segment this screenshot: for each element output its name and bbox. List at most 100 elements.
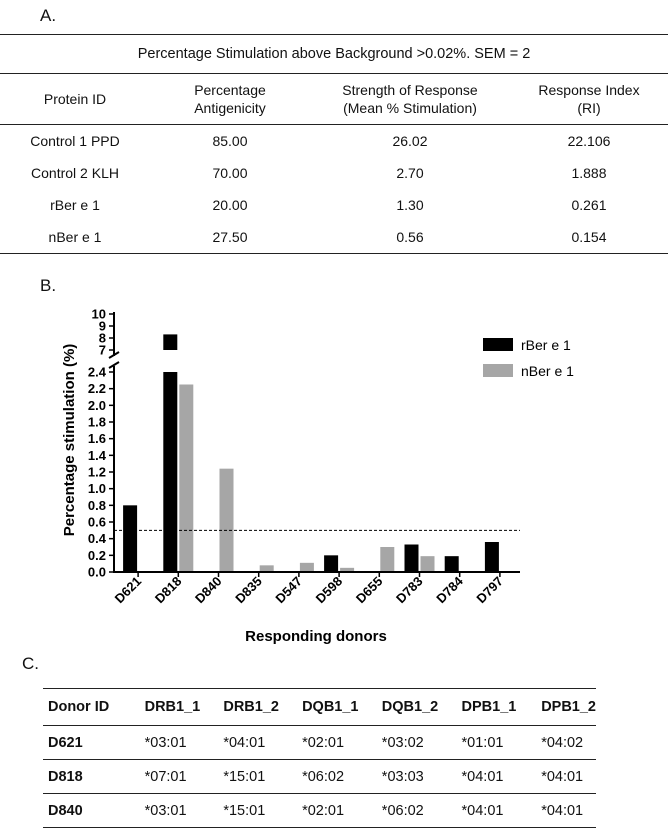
cell-allele: *04:02 [536,725,596,760]
x-tick-label: D783 [393,574,426,607]
y-tick-label: 1.0 [88,481,106,496]
cell-protein-id: Control 2 KLH [31,165,119,181]
panel-c-label: C. [22,654,39,673]
cell-strength: 1.30 [396,197,424,213]
y-tick-label: 7 [99,343,106,358]
y-tick-label: 8 [99,331,106,346]
cell-allele: *02:01 [297,793,377,828]
x-tick-label: D818 [152,574,185,607]
cell-antigenicity: 27.50 [150,221,310,254]
legend-swatch [483,364,513,377]
x-tick-label: D655 [353,574,386,607]
table-row: nBer e 1 27.50 0.56 0.154 [0,221,668,254]
x-tick-label: D784 [433,573,466,606]
header-dqb1-1: DQB1_1 [297,688,377,726]
axis-break-mark [108,361,120,369]
table-row: Control 1 PPD 85.00 26.02 22.106 [0,125,668,158]
cell-allele: *06:02 [297,759,377,794]
legend-label: nBer e 1 [521,363,574,379]
y-tick-label: 0.6 [88,515,106,530]
bar-rber-e-1-d784 [444,556,459,572]
header-protein-id: Protein ID [0,73,150,125]
legend-swatch [483,338,513,351]
panel-b-label: B. [40,276,57,295]
header-drb1-2: DRB1_2 [218,688,298,726]
bar-nber-e-1-d840 [219,468,234,572]
cell-donor-id: D840 [43,793,140,828]
bar-rber-e-1-d818-lower [163,372,178,572]
cell-protein-id: rBer e 1 [50,197,100,213]
bar-nber-e-1-d783 [420,556,435,572]
cell-antigenicity: 20.00 [212,197,248,213]
cell-antigenicity: 70.00 [212,165,248,181]
bar-rber-e-1-d783 [404,544,419,572]
cell-allele: *06:02 [376,793,457,828]
y-tick-label: 10 [92,307,106,322]
x-tick-label: D621 [112,574,145,607]
header-dpb1-1: DPB1_1 [456,688,537,726]
cell-allele: *01:01 [456,725,537,760]
x-ticks-group: D621 D818 D840 D835 D547 D598 D655 D783 D784 D797 [112,572,506,606]
table-row: rBer e 1 20.00 1.30 0.261 [0,189,668,221]
x-tick-label: D547 [272,574,305,607]
header-response-index: Response Index (RI) [510,73,668,125]
bar-rber-e-1-d598 [324,555,339,572]
cell-response-index: 1.888 [571,165,607,181]
cell-allele: *15:01 [218,793,298,828]
y-tick-label: 1.8 [88,415,106,430]
hla-typing-table: Donor ID DRB1_1 DRB1_2 DQB1_1 DQB1_2 DPB… [43,688,596,828]
y-tick-label: 2.4 [88,365,107,380]
x-tick-label: D598 [313,574,346,607]
cell-allele: *07:01 [139,759,219,794]
y-axis-label: Percentage stimulation (%) [61,344,78,537]
y-tick-label: 0.8 [88,498,106,513]
y-tick-label: 2.0 [88,398,106,413]
table-row: Control 2 KLH 70.00 2.70 1.888 [0,157,668,189]
header-drb1-1: DRB1_1 [139,688,219,726]
cell-response-index: 0.154 [510,221,668,254]
panel-a-label: A. [40,6,57,25]
axis-break-mark [108,351,120,359]
cell-allele: *04:01 [536,793,596,828]
stimulation-bar-chart: 0.0 0.2 0.40.6 0.8 1.01.2 1.4 1.61.8 2.0 2.22.4 7… [61,307,574,646]
table-a-caption: Percentage Stimulation above Background … [0,34,668,74]
cell-allele: *04:01 [456,759,537,794]
x-tick-label: D797 [473,574,506,607]
cell-allele: *02:01 [297,725,377,760]
y-tick-label: 0.4 [88,531,107,546]
cell-donor-id: D818 [43,759,140,794]
y-tick-label: 9 [99,319,106,334]
cell-allele: *03:02 [376,725,457,760]
cell-allele: *03:03 [376,759,457,794]
bar-rber-e-1-d621 [123,505,138,572]
bar-nber-e-1-d818 [179,384,194,572]
y-tick-label: 1.2 [88,465,106,480]
y-tick-label: 0.2 [88,548,106,563]
header-dqb1-2: DQB1_2 [376,688,457,726]
x-tick-label: D835 [232,574,265,607]
cell-strength: 26.02 [392,133,428,149]
legend-label: rBer e 1 [521,337,571,353]
cell-strength: 2.70 [396,165,424,181]
cell-allele: *03:01 [139,793,219,828]
x-axis-label: Responding donors [245,628,387,645]
cell-protein-id: nBer e 1 [0,221,150,254]
header-strength-of-response: Strength of Response (Mean % Stimulation) [310,73,510,125]
cell-strength: 0.56 [310,221,510,254]
cell-allele: *04:01 [456,793,537,828]
table-row: D621 *03:01 *04:01 *02:01 *03:02 *01:01 … [43,725,596,760]
bar-nber-e-1-d547 [299,562,314,572]
bar-rber-e-1-d818-upper [163,334,178,350]
cell-allele: *04:01 [218,725,298,760]
y-tick-label: 1.6 [88,431,106,446]
y-tick-label: 0.0 [88,565,106,580]
bar-nber-e-1-d598 [340,567,355,572]
x-tick-label: D840 [192,574,225,607]
header-dpb1-2: DPB1_2 [536,688,596,726]
table-row: D818 *07:01 *15:01 *06:02 *03:03 *04:01 … [43,759,596,794]
bar-nber-e-1-d655 [380,547,395,572]
antigenicity-table: Percentage Stimulation above Background … [0,34,668,254]
header-donor-id: Donor ID [43,688,140,726]
bar-rber-e-1-d797 [484,542,499,572]
cell-allele: *04:01 [536,759,596,794]
